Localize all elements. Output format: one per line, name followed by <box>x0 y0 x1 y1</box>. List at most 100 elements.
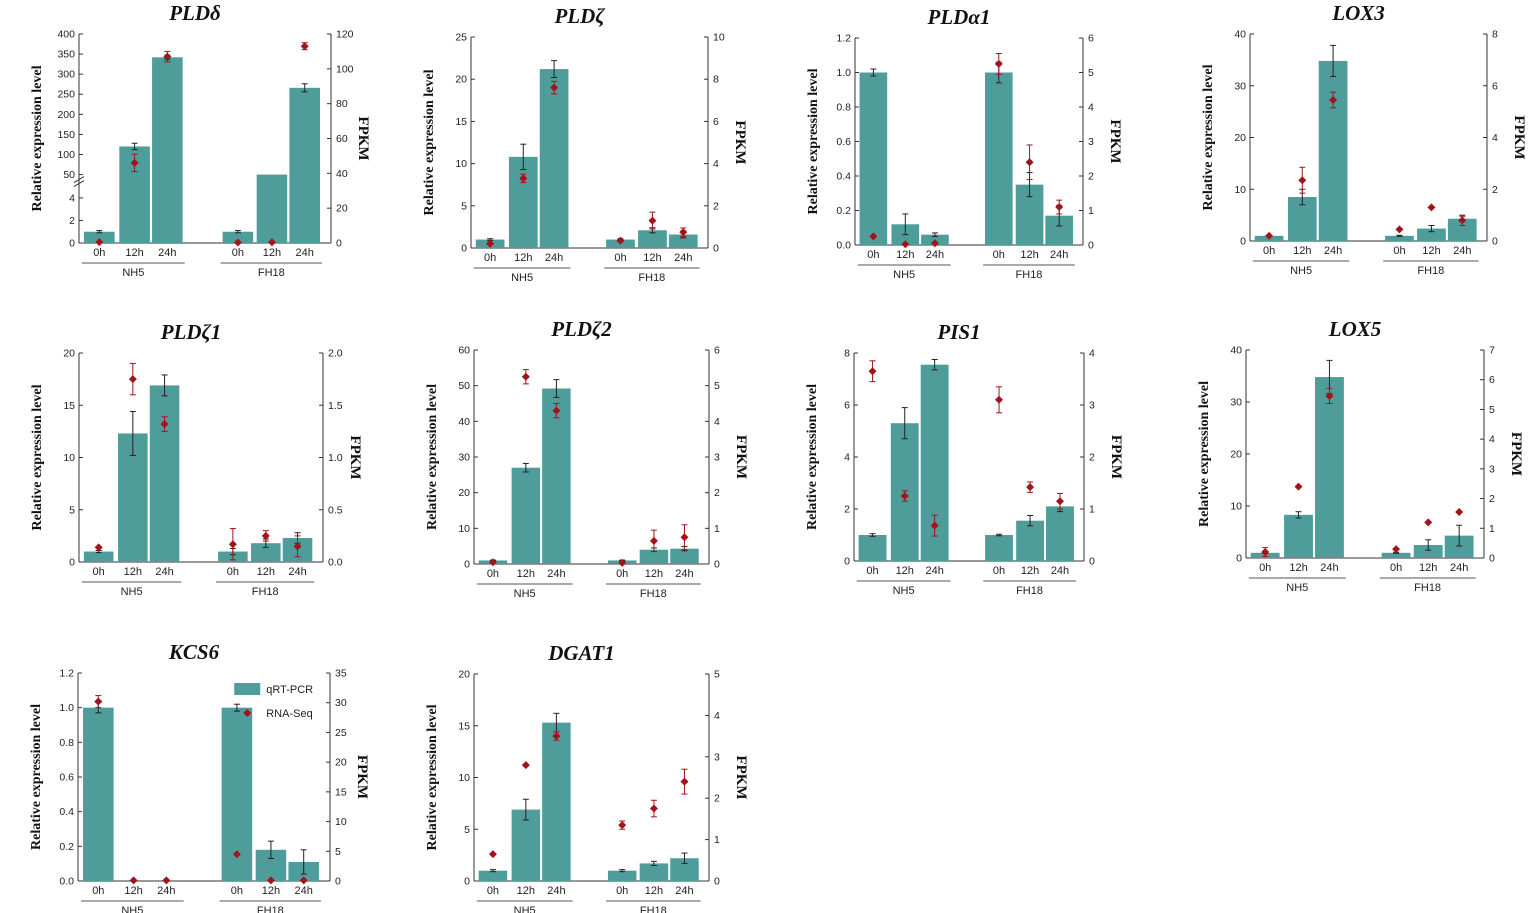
y2-tick-label: 0.0 <box>328 557 343 569</box>
group-label: FH18 <box>640 588 667 600</box>
y-tick-label: 0 <box>461 243 467 255</box>
bar-qrt-pcr <box>511 809 541 881</box>
y2-tick-label: 8 <box>1492 29 1498 41</box>
marker-rnaseq <box>930 521 939 530</box>
bar-qrt-pcr <box>1046 506 1074 561</box>
y2-tick-label: 4 <box>1492 132 1498 144</box>
x-tick-label: 12h <box>263 247 281 259</box>
x-tick-label: 12h <box>262 885 280 897</box>
y2-tick-label: 0 <box>336 238 342 250</box>
y-tick-label: 1.2 <box>59 668 74 680</box>
chart-title: PLDα1 <box>927 5 991 29</box>
group-label: FH18 <box>252 586 279 598</box>
marker-rnaseq <box>994 59 1003 68</box>
bar-qrt-pcr <box>539 69 569 249</box>
marker-rnaseq <box>299 876 308 885</box>
x-tick-label: 24h <box>155 566 173 578</box>
chart-panel-6: 0 10 20 30 40 50 60 0 1 2 3 4 5 6 PLDζ2 Relative expres… <box>425 317 749 600</box>
marker-rnaseq <box>521 372 530 381</box>
y-tick-label: 15 <box>455 116 467 128</box>
y2-tick-label: 6 <box>713 116 719 128</box>
y2-tick-label: 3 <box>1089 400 1095 412</box>
y-tick-label: 10 <box>458 523 470 535</box>
y-tick-label: 10 <box>458 772 470 784</box>
y-tick-label: 20 <box>455 74 467 86</box>
bar-qrt-pcr <box>152 57 183 243</box>
marker-rnaseq <box>300 42 309 51</box>
group-label: NH5 <box>121 905 143 913</box>
y-tick-label: 100 <box>57 149 75 161</box>
y2-tick-label: 4 <box>714 710 720 722</box>
x-tick-label: 24h <box>674 252 692 264</box>
x-tick-label: 24h <box>158 247 176 259</box>
y-tick-label: 0 <box>464 876 470 888</box>
y2-tick-label: 6 <box>1489 374 1495 386</box>
bar-qrt-pcr <box>1447 218 1477 241</box>
y2-tick-label: 4 <box>1089 348 1095 360</box>
x-tick-label: 0h <box>1263 245 1275 257</box>
x-tick-label: 12h <box>257 566 275 578</box>
x-tick-label: 0h <box>993 565 1005 577</box>
x-tick-label: 12h <box>645 568 663 580</box>
group-label: FH18 <box>1414 582 1441 594</box>
y2-tick-label: 0 <box>1492 236 1498 248</box>
y2-tick-label: 2.0 <box>328 348 343 360</box>
x-tick-label: 12h <box>514 252 532 264</box>
x-tick-label: 0h <box>487 885 499 897</box>
y2-tick-label: 1 <box>714 834 720 846</box>
marker-rnaseq <box>519 174 528 183</box>
y2-tick-label: 80 <box>336 98 348 110</box>
y-tick-label: 0 <box>1236 553 1242 565</box>
marker-rnaseq <box>488 558 497 567</box>
marker-rnaseq <box>1325 392 1334 401</box>
x-tick-label: 12h <box>517 568 535 580</box>
y-tick-label: 50 <box>63 169 75 181</box>
bar-qrt-pcr <box>289 87 320 243</box>
y-tick-label: 0 <box>69 238 75 250</box>
x-tick-label: 24h <box>926 249 944 261</box>
x-tick-label: 24h <box>1050 249 1068 261</box>
y2-tick-label: 3 <box>1088 136 1094 148</box>
x-tick-label: 24h <box>675 568 693 580</box>
marker-rnaseq <box>1395 225 1404 234</box>
bar-qrt-pcr <box>1385 235 1414 241</box>
marker-rnaseq <box>521 761 530 770</box>
marker-rnaseq <box>869 232 878 241</box>
y2-tick-label: 5 <box>1489 404 1495 416</box>
y-tick-label: 5 <box>464 824 470 836</box>
y2-tick-label: 5 <box>714 380 720 392</box>
x-tick-label: 24h <box>295 885 313 897</box>
bar-qrt-pcr <box>984 72 1013 245</box>
marker-rnaseq <box>900 492 909 500</box>
chart-title: LOX5 <box>1328 317 1382 341</box>
x-tick-label: 12h <box>517 885 535 897</box>
marker-rnaseq <box>1055 203 1064 212</box>
group-label: NH5 <box>511 272 533 284</box>
y2-tick-label: 10 <box>713 32 725 44</box>
axis-break-mark <box>73 180 85 187</box>
y-tick-label: 20 <box>1234 132 1246 144</box>
bar-qrt-pcr <box>1016 520 1045 561</box>
marker-rnaseq <box>1455 507 1464 516</box>
y2-tick-label: 6 <box>714 345 720 357</box>
chart-title: KCS6 <box>168 640 220 664</box>
group-label: FH18 <box>257 905 284 913</box>
y2-tick-label: 100 <box>336 63 354 75</box>
y-axis-label: Relative expression level <box>1197 381 1212 527</box>
y-tick-label: 2 <box>69 215 75 227</box>
legend-swatch-qrt-pcr <box>234 683 261 695</box>
y-axis-label: Relative expression level <box>805 384 820 530</box>
marker-rnaseq <box>261 531 270 540</box>
group-label: NH5 <box>122 267 144 279</box>
y-axis-label: Relative expression level <box>425 704 440 850</box>
y2-tick-label: 2 <box>1489 493 1495 505</box>
y-tick-label: 5 <box>461 200 467 212</box>
bar-qrt-pcr <box>668 234 698 248</box>
marker-rnaseq <box>995 395 1004 404</box>
y2-tick-label: 1 <box>1489 523 1495 535</box>
y-tick-label: 15 <box>63 400 75 412</box>
y2-tick-label: 2 <box>713 200 719 212</box>
marker-rnaseq <box>618 821 627 830</box>
group-label: NH5 <box>514 905 536 913</box>
y2-axis-label: FPKM <box>733 435 749 479</box>
